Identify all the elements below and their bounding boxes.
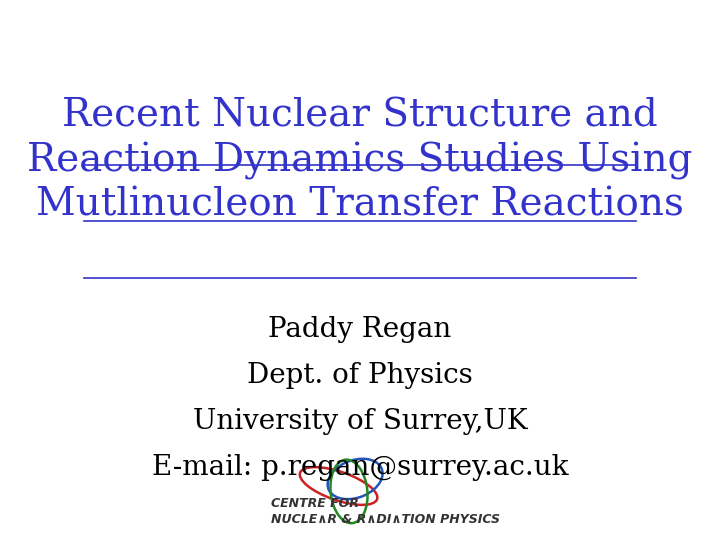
- Text: University of Surrey,UK: University of Surrey,UK: [193, 408, 527, 435]
- Text: CENTRE FOR: CENTRE FOR: [271, 497, 359, 510]
- Text: Recent Nuclear Structure and
Reaction Dynamics Studies Using
Mutlinucleon Transf: Recent Nuclear Structure and Reaction Dy…: [27, 97, 693, 224]
- Text: Paddy Regan: Paddy Regan: [269, 316, 451, 343]
- Text: E-mail: p.regan@surrey.ac.uk: E-mail: p.regan@surrey.ac.uk: [152, 454, 568, 481]
- Text: NUCLE∧R & R∧DI∧TION PHYSICS: NUCLE∧R & R∧DI∧TION PHYSICS: [271, 513, 500, 526]
- Text: Dept. of Physics: Dept. of Physics: [247, 362, 473, 389]
